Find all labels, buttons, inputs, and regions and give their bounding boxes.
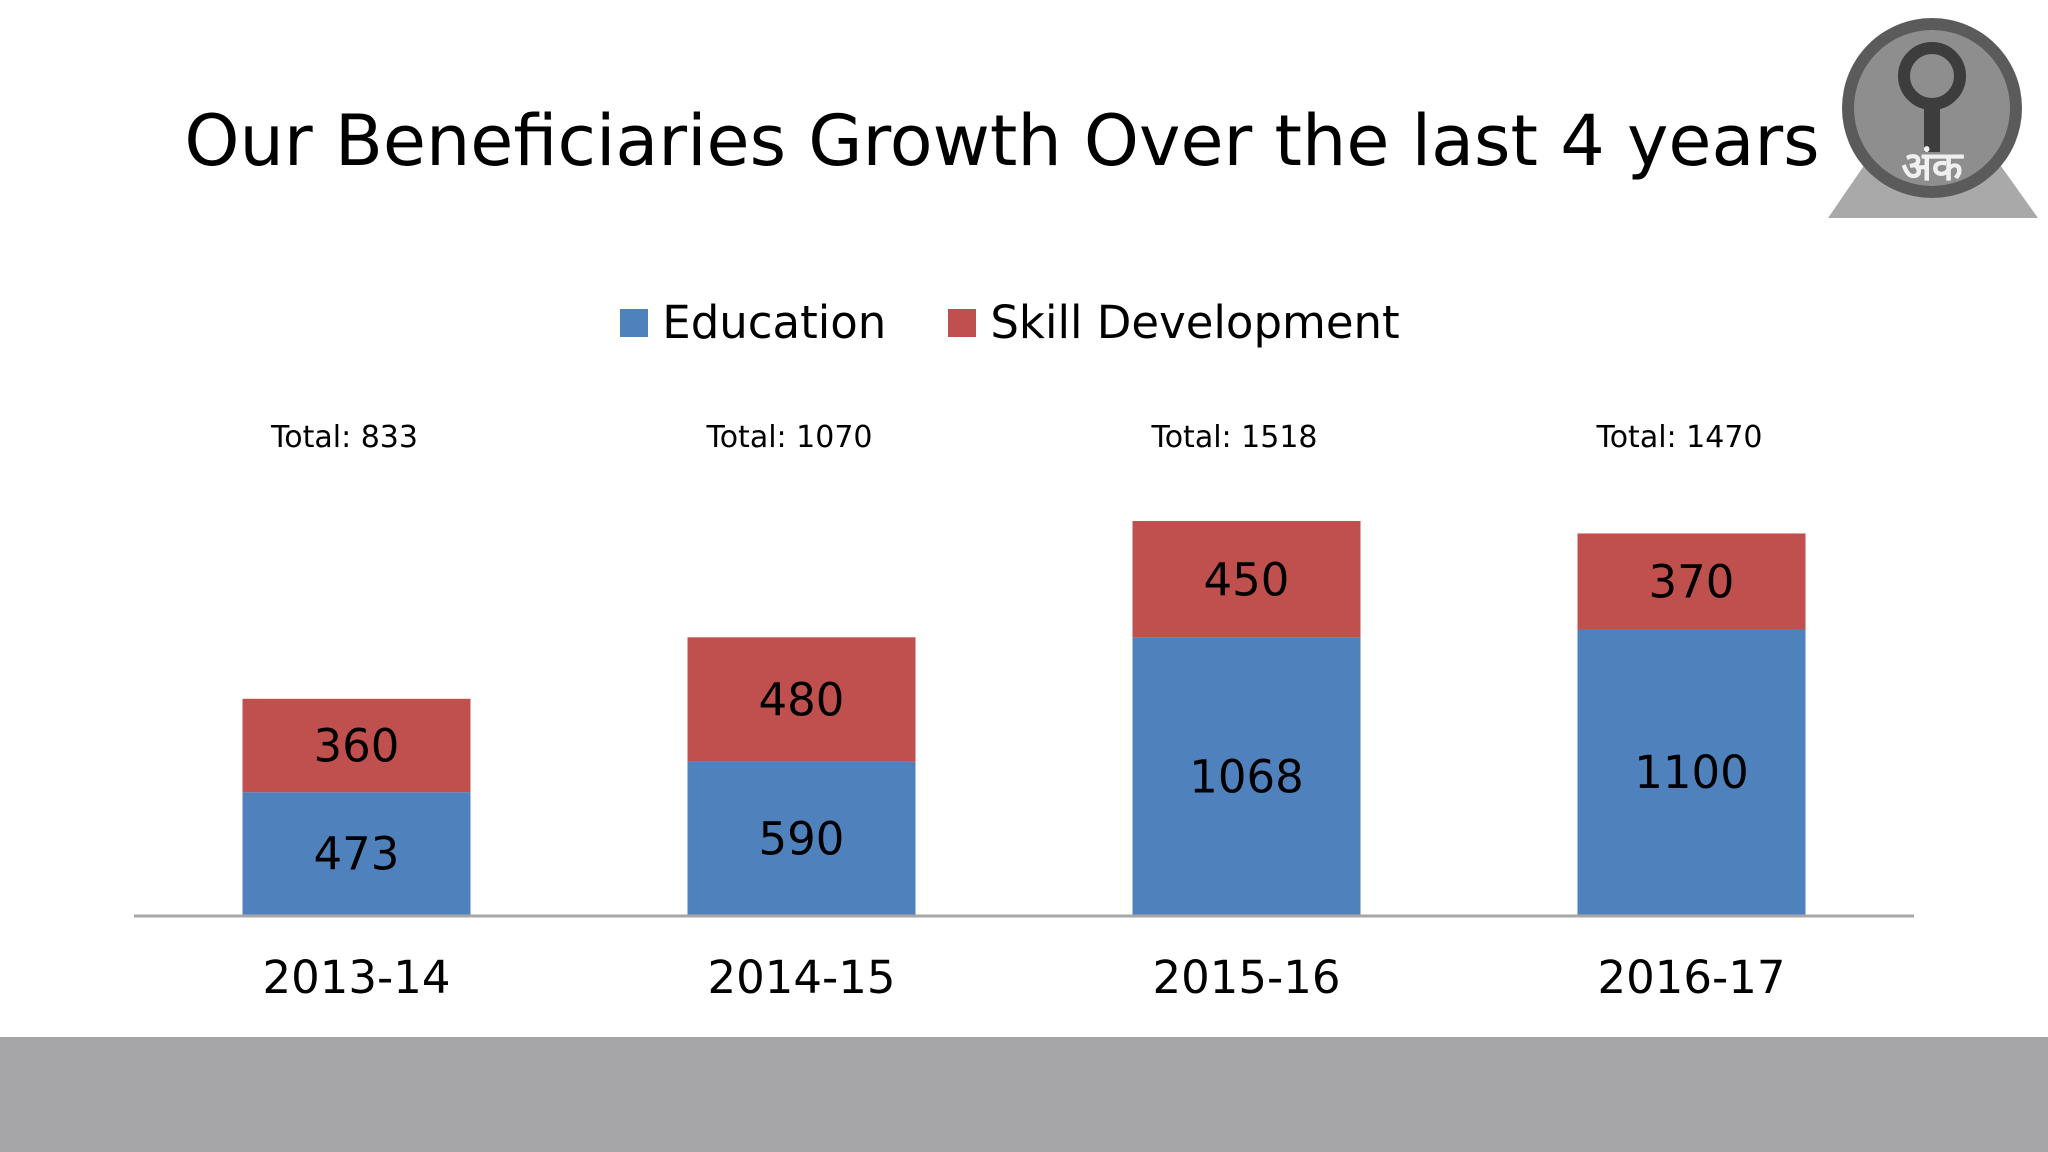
category-label-2016-17: 2016-17 (1597, 951, 1785, 1004)
data-label-skill-development-2015-16: 450 (1204, 553, 1290, 606)
total-label-2014-15: Total: 1070 (705, 420, 872, 455)
data-label-skill-development-2014-15: 480 (759, 674, 845, 727)
bar-education-2013-14 (242, 792, 471, 915)
category-label-2014-15: 2014-15 (707, 951, 895, 1004)
category-label-2015-16: 2015-16 (1152, 951, 1340, 1004)
logo-text: अंक (1901, 144, 1964, 190)
bar-education-2015-16 (1132, 637, 1361, 915)
total-label-2016-17: Total: 1470 (1595, 420, 1762, 455)
logo-body (1924, 102, 1940, 152)
legend-label-skill-development: Skill Development (990, 296, 1400, 349)
legend-label-education: Education (662, 296, 887, 349)
legend-swatch-education (620, 308, 649, 337)
bar-skill-development-2014-15 (687, 637, 916, 762)
category-label-2013-14: 2013-14 (262, 951, 450, 1004)
bar-education-2014-15 (687, 761, 916, 915)
data-label-education-2013-14: 473 (314, 828, 400, 881)
data-label-education-2016-17: 1100 (1634, 746, 1749, 799)
bar-skill-development-2016-17 (1577, 533, 1806, 630)
data-label-education-2014-15: 590 (759, 812, 845, 865)
bar-skill-development-2015-16 (1132, 521, 1361, 638)
total-label-2015-16: Total: 1518 (1150, 420, 1317, 455)
chart-legend: Education Skill Development (0, 296, 2034, 349)
data-label-skill-development-2016-17: 370 (1649, 555, 1735, 608)
data-label-education-2015-16: 1068 (1189, 750, 1304, 803)
footer-band (0, 1037, 2048, 1152)
data-label-skill-development-2013-14: 360 (314, 720, 400, 773)
bar-education-2016-17 (1577, 629, 1806, 915)
total-label-2013-14: Total: 833 (270, 420, 418, 455)
ank-logo: अंक (1828, 18, 2038, 218)
legend-item-education: Education (620, 296, 886, 349)
legend-swatch-skill-development (948, 308, 977, 337)
stacked-bar-chart: 473 360 2013-14 Total: 833 590 480 2014-15 Tota… (134, 420, 1914, 1004)
slide-title: Our Beneficiaries Growth Over the last 4… (184, 100, 1820, 182)
legend-item-skill-development: Skill Development (948, 296, 1400, 349)
bar-skill-development-2013-14 (242, 698, 471, 793)
